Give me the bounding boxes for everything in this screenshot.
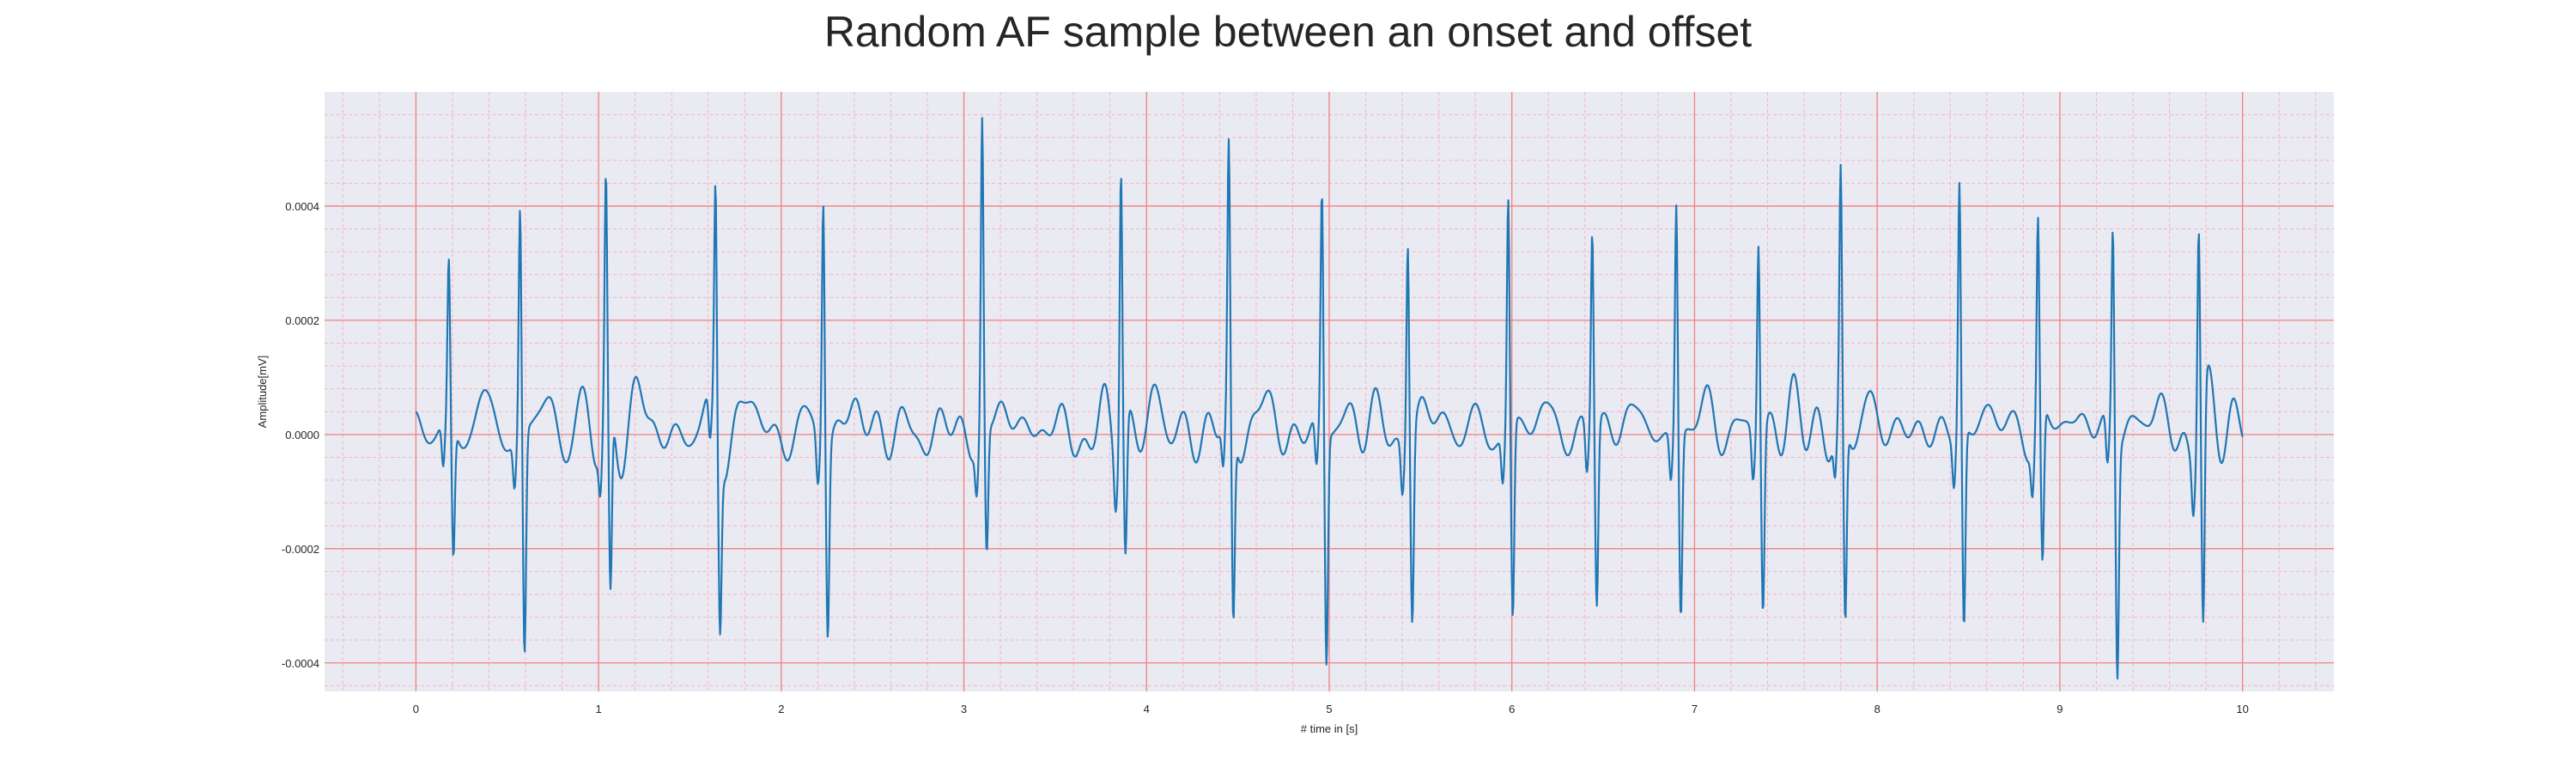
x-tick-label: 6 (1509, 703, 1515, 715)
y-axis-ticks: -0.0004 -0.0002 0.0000 0.0002 0.0004 (282, 200, 319, 670)
x-tick-label: 2 (778, 703, 784, 715)
x-axis-ticks: 0 1 2 3 4 5 6 7 8 9 10 (413, 703, 2249, 715)
y-tick-label: 0.0000 (285, 429, 319, 441)
x-tick-label: 3 (961, 703, 967, 715)
y-tick-label: 0.0002 (285, 314, 319, 327)
chart-title: Random AF sample between an onset and of… (823, 8, 1753, 56)
ecg-series-line (415, 117, 2244, 680)
x-tick-label: 7 (1692, 703, 1698, 715)
x-tick-label: 10 (2236, 703, 2248, 715)
x-tick-label: 1 (595, 703, 601, 715)
y-tick-label: -0.0004 (282, 657, 319, 670)
x-axis-label: # time in [s] (1301, 722, 1358, 735)
y-tick-label: -0.0002 (282, 543, 319, 556)
y-axis-label: Amplitude[mV] (256, 356, 269, 429)
major-grid (325, 92, 2334, 691)
x-tick-label: 0 (413, 703, 419, 715)
x-tick-label: 8 (1874, 703, 1880, 715)
x-tick-label: 9 (2057, 703, 2063, 715)
x-tick-label: 5 (1326, 703, 1332, 715)
y-tick-label: 0.0004 (285, 200, 319, 213)
x-tick-label: 4 (1144, 703, 1150, 715)
